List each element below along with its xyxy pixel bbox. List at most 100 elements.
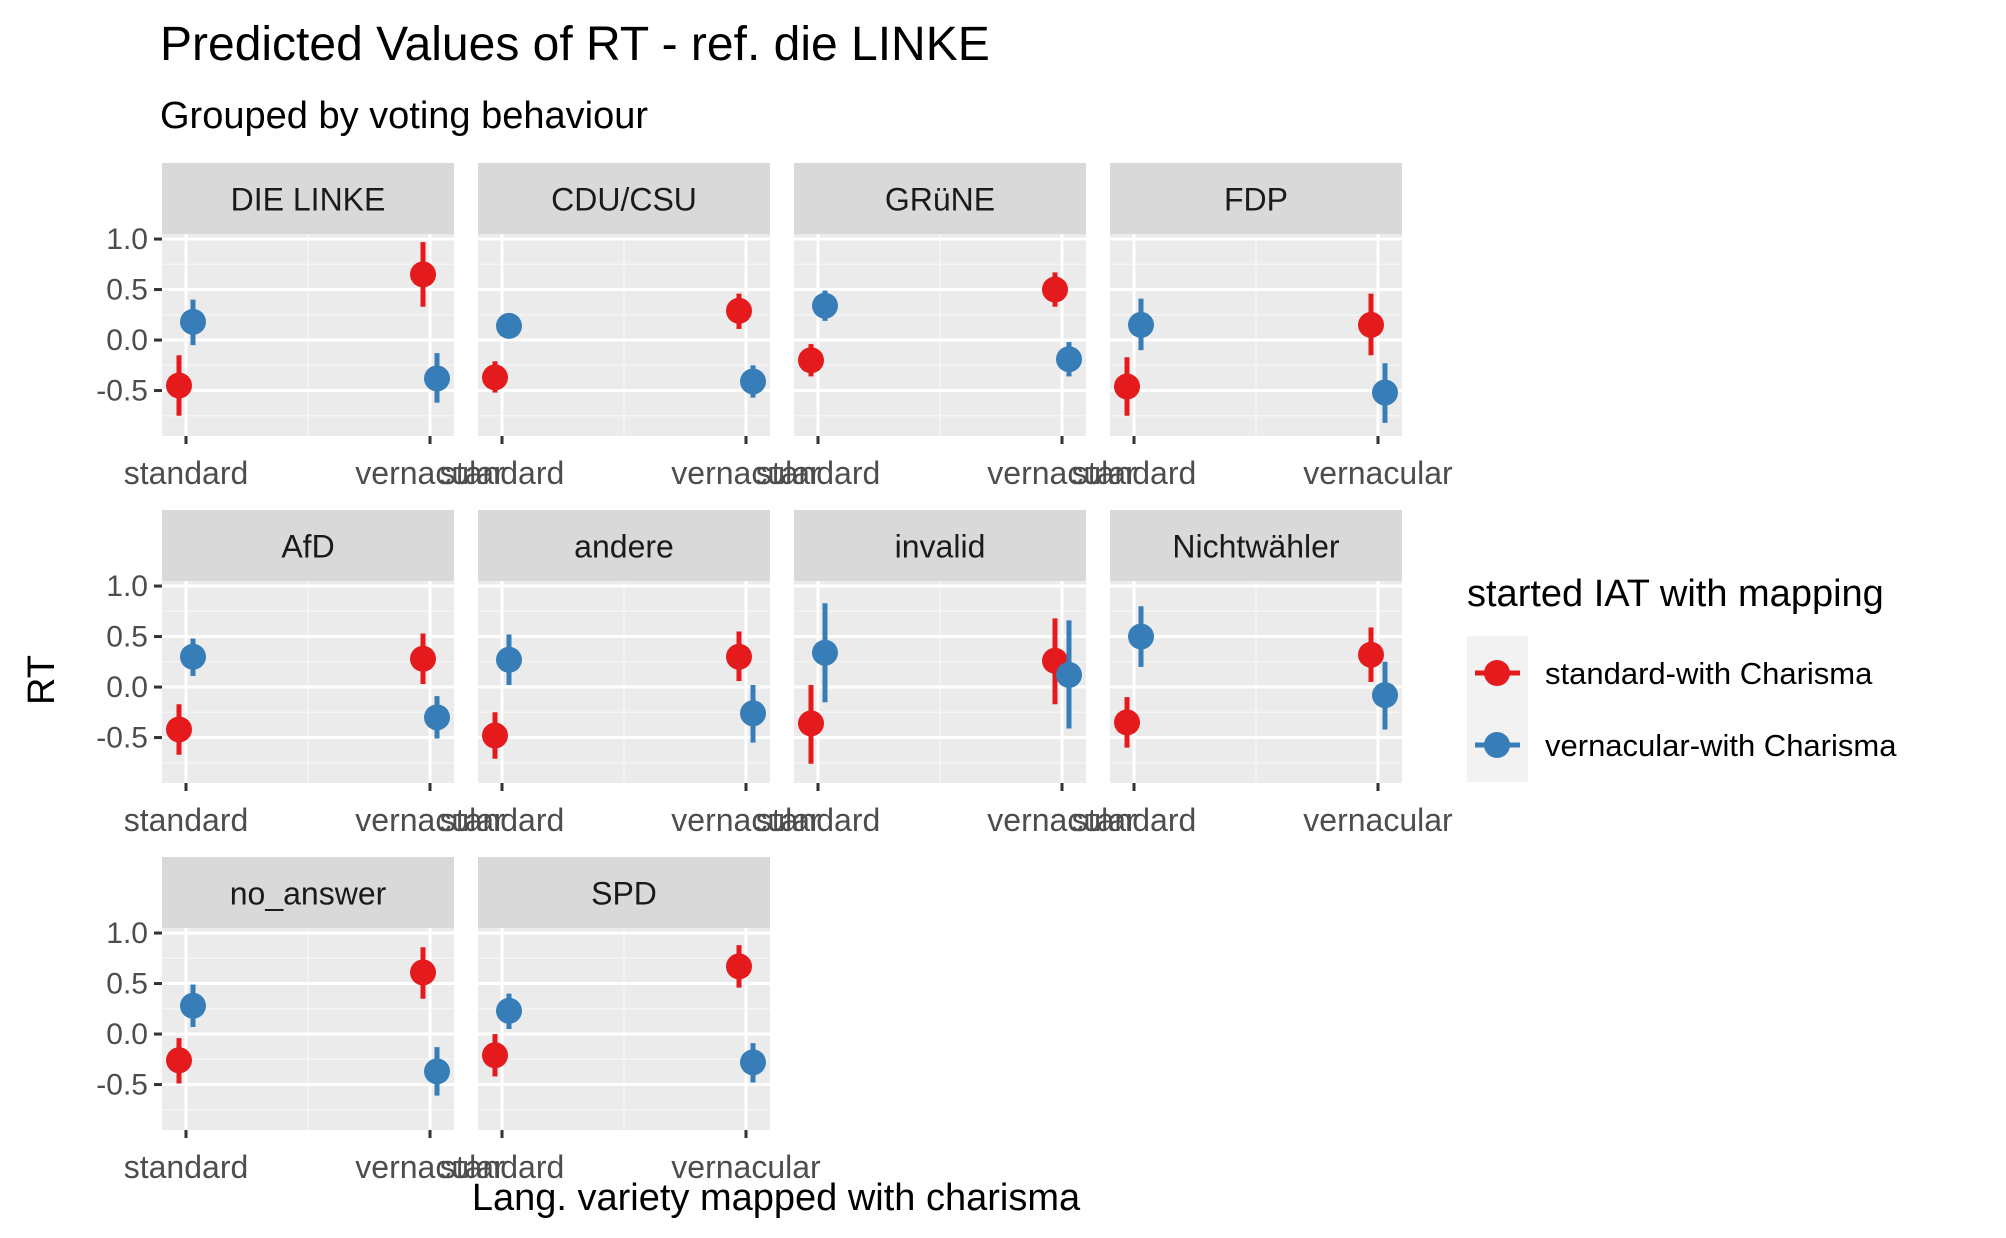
- data-point: [798, 347, 824, 374]
- facet-strip: [794, 510, 1086, 581]
- facet-strip-label: SPD: [591, 876, 657, 912]
- data-point: [1128, 623, 1154, 650]
- facet-strip-label: Nichtwähler: [1172, 529, 1340, 565]
- facet-strip: [162, 163, 454, 234]
- x-tick-label: vernacular: [1303, 802, 1453, 838]
- data-point: [410, 261, 436, 288]
- x-tick-label: vernacular: [355, 802, 505, 838]
- y-tick-label: 0.0: [106, 671, 148, 704]
- facet-strip-label: FDP: [1224, 182, 1288, 218]
- facet-strip: [794, 163, 1086, 234]
- legend-key-point: [1484, 732, 1510, 758]
- facet-strip-label: AfD: [281, 529, 334, 565]
- data-point: [740, 368, 766, 395]
- y-tick-label: -0.5: [96, 722, 148, 755]
- x-tick-label: vernacular: [987, 455, 1137, 491]
- y-tick-label: -0.5: [96, 1069, 148, 1102]
- data-point: [740, 700, 766, 727]
- facet-spd: SPD standard vernacular: [440, 857, 821, 1185]
- facet-strip-label: DIE LINKE: [231, 182, 386, 218]
- data-point: [726, 643, 752, 670]
- data-point: [1372, 379, 1398, 406]
- data-point: [1358, 641, 1384, 668]
- x-tick-label: standard: [124, 1149, 249, 1185]
- chart-title: Predicted Values of RT - ref. die LINKE: [160, 18, 990, 71]
- facet-strip-label: GRüNE: [885, 182, 995, 218]
- legend-key-point: [1484, 660, 1510, 686]
- x-tick-label: standard: [124, 802, 249, 838]
- legend-label: standard-with Charisma: [1545, 656, 1873, 691]
- facet-strip: [478, 163, 770, 234]
- facet-no-answer: no_answer 1.0 0.5 0.0 -0.5 standard vernacular: [96, 857, 505, 1185]
- data-point: [1056, 346, 1082, 373]
- facet-die-linke: DIE LINKE 1.0 0.5 0.0 -0.5 standard vernacular: [96, 163, 505, 491]
- data-point: [1056, 661, 1082, 688]
- y-tick-label: 0.5: [106, 274, 148, 307]
- facet-strip: [162, 857, 454, 928]
- x-tick-label: standard: [440, 1149, 565, 1185]
- y-tick-label: 0.5: [106, 621, 148, 654]
- data-point: [166, 716, 192, 743]
- legend-title: started IAT with mapping: [1467, 573, 1884, 615]
- facet-strip-label: invalid: [895, 529, 986, 565]
- facet-fdp: FDP standard vernacular: [1072, 163, 1453, 491]
- data-point: [424, 1058, 450, 1085]
- legend-label: vernacular-with Charisma: [1545, 728, 1897, 763]
- x-tick-label: standard: [440, 802, 565, 838]
- facet-gr-ne: GRüNE standard vernacular: [756, 163, 1137, 491]
- x-tick-label: vernacular: [1303, 455, 1453, 491]
- facet-nichtw-hler: Nichtwähler standard vernacular: [1072, 510, 1453, 838]
- x-tick-label: standard: [1072, 802, 1197, 838]
- x-tick-label: standard: [1072, 455, 1197, 491]
- data-point: [410, 645, 436, 672]
- x-tick-label: vernacular: [671, 1149, 821, 1185]
- data-point: [496, 646, 522, 673]
- facet-invalid: invalid standard vernacular: [756, 510, 1137, 838]
- data-point: [424, 365, 450, 392]
- y-tick-label: 1.0: [106, 223, 148, 256]
- x-tick-label: standard: [440, 455, 565, 491]
- y-tick-label: 0.0: [106, 1018, 148, 1051]
- x-tick-label: vernacular: [671, 802, 821, 838]
- facet-strip-label: andere: [574, 529, 674, 565]
- data-point: [482, 364, 508, 391]
- facet-strip: [1110, 163, 1402, 234]
- x-tick-label: standard: [124, 455, 249, 491]
- data-point: [1358, 311, 1384, 338]
- y-tick-label: -0.5: [96, 375, 148, 408]
- data-point: [1372, 682, 1398, 709]
- x-tick-label: standard: [756, 455, 881, 491]
- facet-strip-label: CDU/CSU: [551, 182, 697, 218]
- legend-key-box: [1467, 636, 1528, 782]
- x-tick-label: vernacular: [355, 1149, 505, 1185]
- facet-afd: AfD 1.0 0.5 0.0 -0.5 standard vernacular: [96, 510, 505, 838]
- data-point: [1114, 709, 1140, 736]
- data-point: [424, 704, 450, 731]
- facet-strip-label: no_answer: [230, 876, 387, 912]
- facet-cdu-csu: CDU/CSU standard vernacular: [440, 163, 821, 491]
- data-point: [180, 308, 206, 335]
- facet-strip: [1110, 510, 1402, 581]
- data-point: [812, 639, 838, 666]
- data-point: [726, 953, 752, 980]
- data-point: [166, 1047, 192, 1074]
- y-tick-label: 1.0: [106, 917, 148, 950]
- facet-strip: [478, 857, 770, 928]
- data-point: [740, 1049, 766, 1076]
- x-tick-label: vernacular: [355, 455, 505, 491]
- data-point: [496, 997, 522, 1024]
- data-point: [180, 643, 206, 670]
- legend: started IAT with mapping standard-with C…: [1467, 573, 1897, 782]
- facet-andere: andere standard vernacular: [440, 510, 821, 838]
- data-point: [798, 710, 824, 737]
- facet-strip: [162, 510, 454, 581]
- chart-subtitle: Grouped by voting behaviour: [160, 95, 648, 137]
- facet-strip: [478, 510, 770, 581]
- data-point: [496, 312, 522, 339]
- x-tick-label: vernacular: [671, 455, 821, 491]
- x-axis-label: Lang. variety mapped with charisma: [472, 1177, 1081, 1219]
- x-tick-label: vernacular: [987, 802, 1137, 838]
- data-point: [482, 722, 508, 749]
